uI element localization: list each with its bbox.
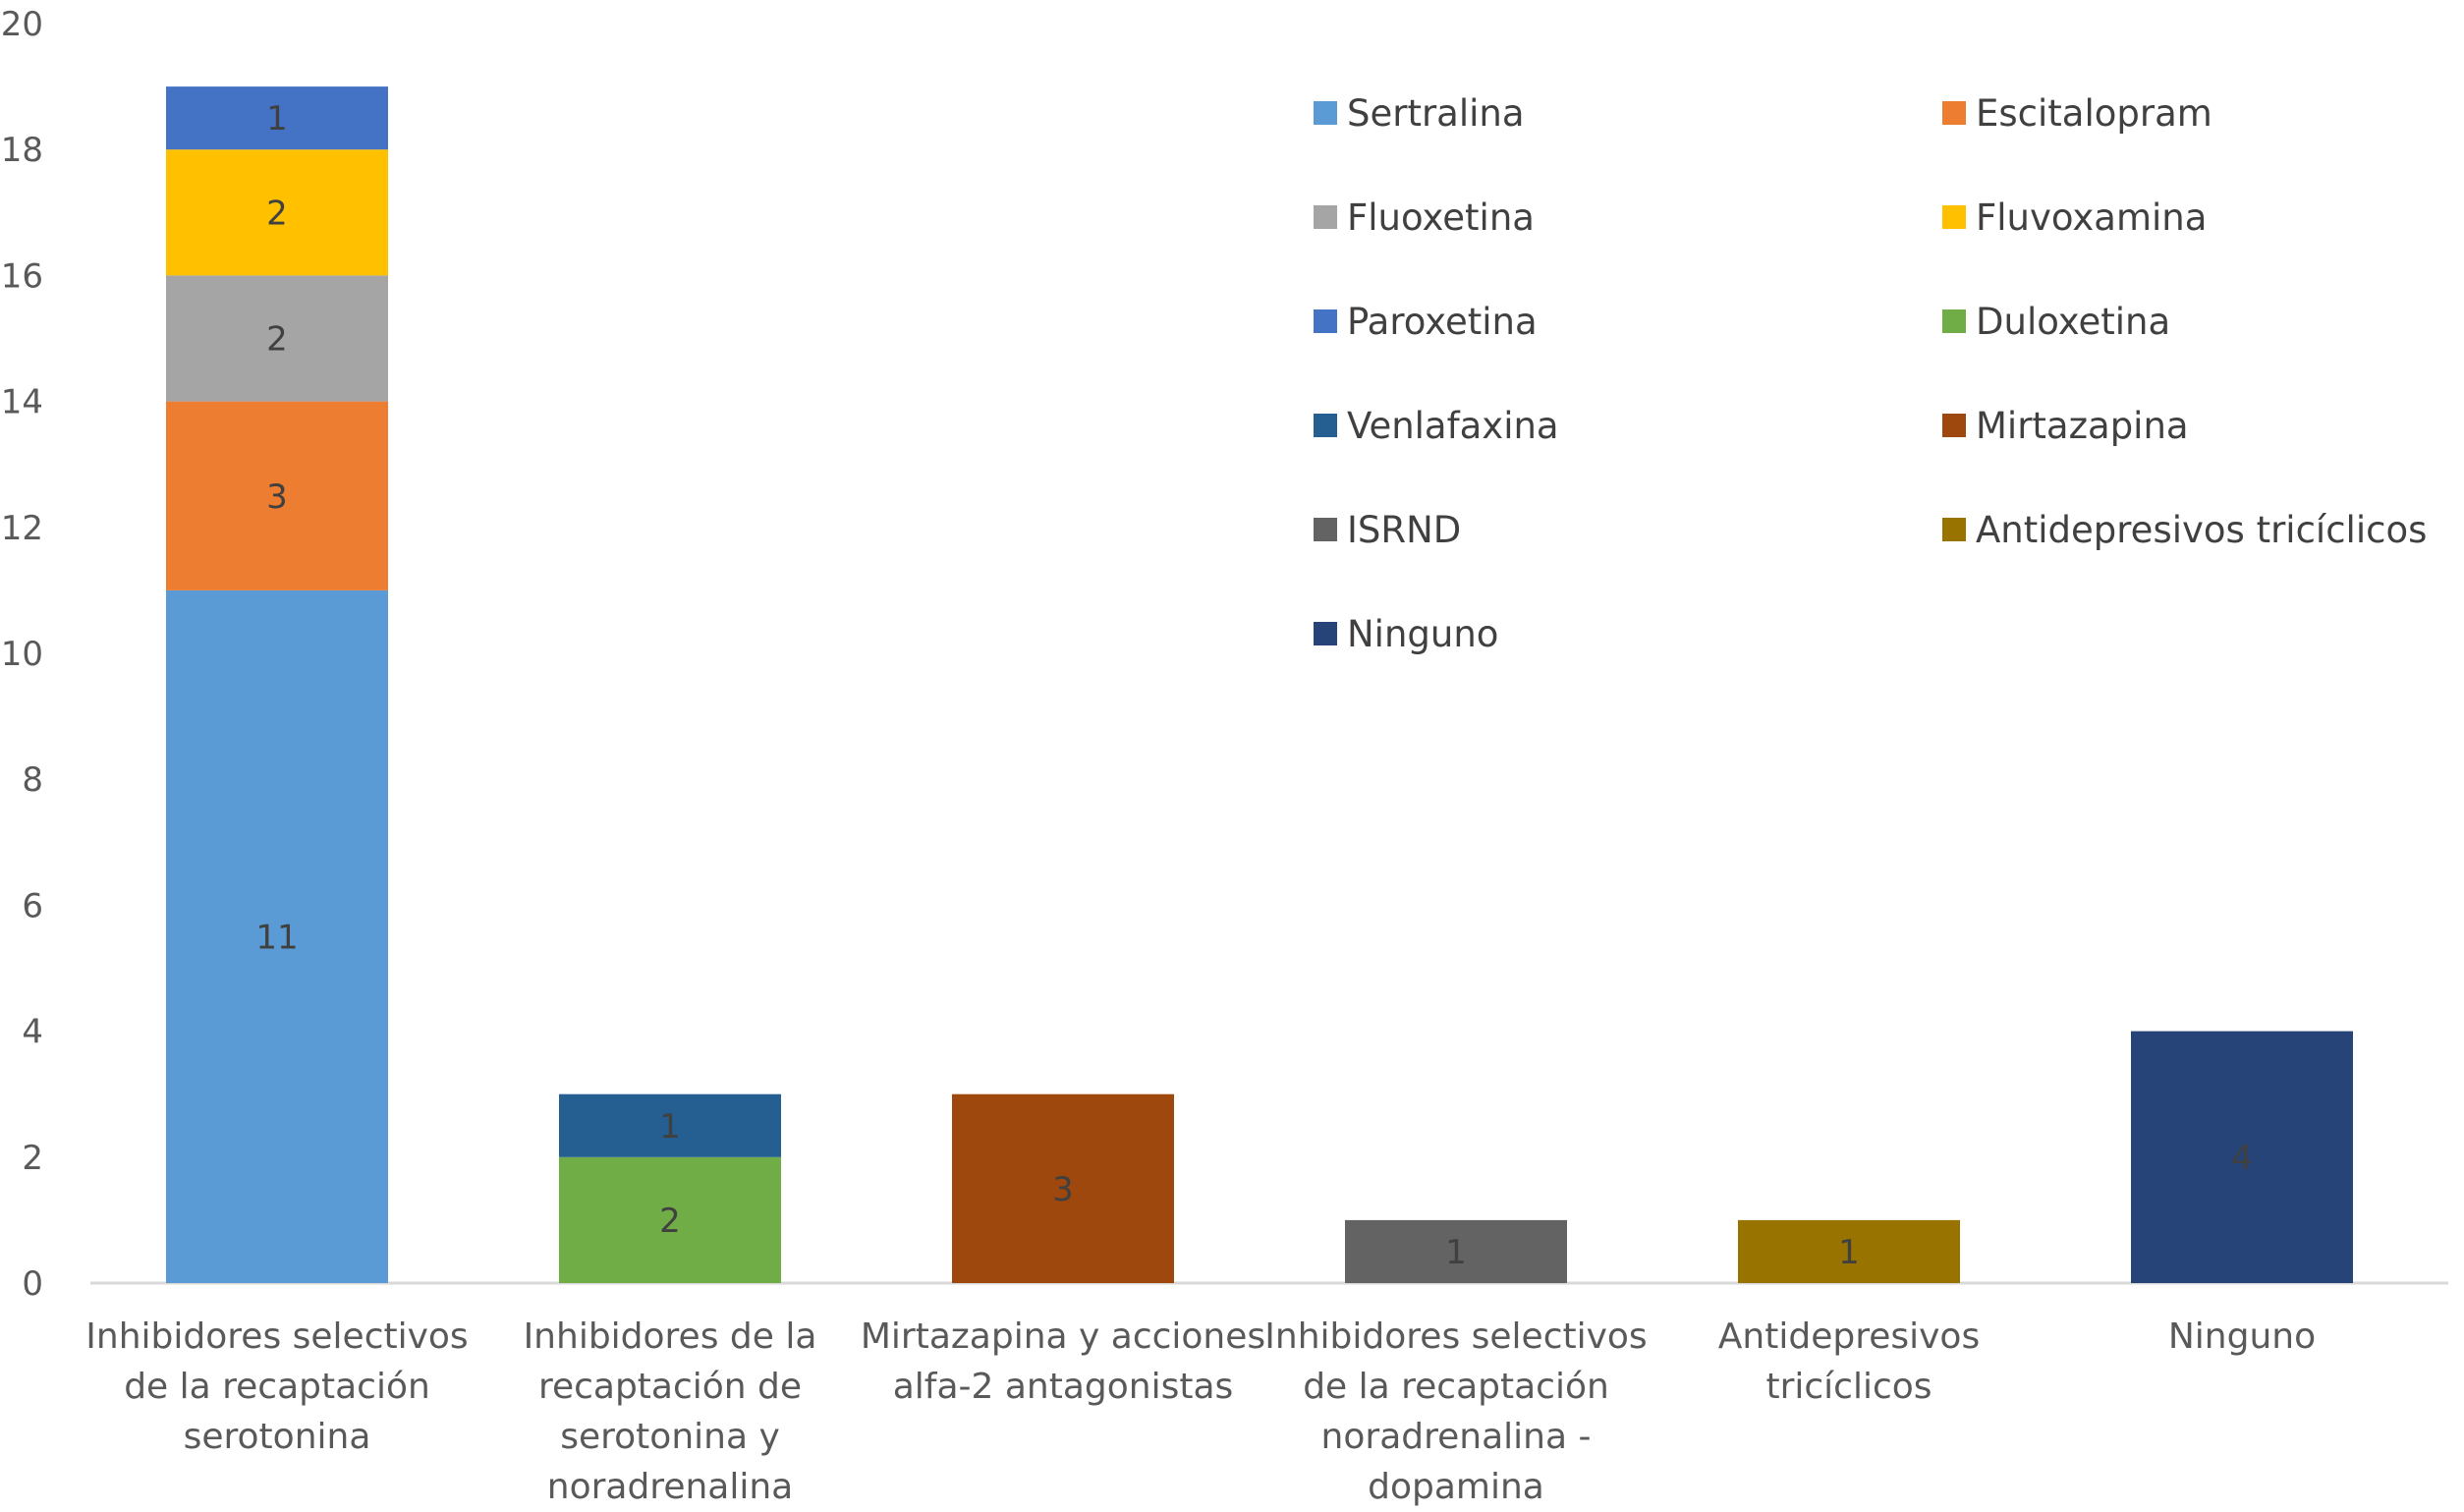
legend-item-ninguno: Ninguno: [1314, 613, 1498, 655]
legend-swatch: [1942, 309, 1966, 333]
x-axis-categories: Inhibidores selectivos de la recaptación s…: [85, 1316, 2316, 1507]
legend-label: ISRND: [1347, 509, 1461, 551]
y-tick-label: 4: [22, 1013, 43, 1052]
legend-item-escitalopram: Escitalopram: [1942, 92, 2212, 135]
legend-item-fluvoxamina: Fluvoxamina: [1942, 196, 2207, 239]
legend-swatch: [1314, 414, 1337, 437]
y-tick-label: 8: [22, 760, 43, 800]
data-label-escitalopram: 3: [266, 477, 288, 517]
legend-label: Antidepresivos tricíclicos: [1976, 509, 2427, 551]
bar-segment-mirtazapina: [952, 1093, 1174, 1283]
legend-label: Ninguno: [1347, 613, 1498, 655]
bar-segment-escitalopram: [166, 401, 388, 590]
legend-swatch: [1314, 309, 1337, 333]
bar-segment-sertralina: [166, 589, 388, 1283]
y-tick-label: 10: [1, 635, 43, 674]
data-label-duloxetina: 2: [659, 1202, 681, 1241]
legend-label: Mirtazapina: [1976, 405, 2189, 447]
legend-label: Sertralina: [1347, 92, 1525, 135]
legend-item-venlafaxina: Venlafaxina: [1314, 405, 1559, 447]
y-tick-label: 18: [1, 131, 43, 170]
data-label-ninguno: 4: [2231, 1139, 2253, 1178]
legend-swatch: [1942, 518, 1966, 541]
legend-item-mirtazapina: Mirtazapina: [1942, 405, 2189, 447]
y-tick-label: 20: [1, 5, 43, 44]
legend-swatch: [1942, 101, 1966, 125]
legend: Sertralina Escitalopram Fluoxetina Fluvoxam…: [1314, 92, 2427, 655]
legend-swatch: [1314, 205, 1337, 229]
legend-item-antidepresivos-triciclicos: Antidepresivos tricíclicos: [1942, 509, 2427, 551]
bar-segment-fluoxetina: [166, 275, 388, 402]
legend-label: Duloxetina: [1976, 301, 2170, 343]
y-axis: 0 2 4 6 8 10 12 14 16 18 20: [1, 5, 43, 1304]
y-tick-label: 16: [1, 256, 43, 296]
x-category-label: Mirtazapina y acciones alfa-2 antagonista…: [861, 1316, 1265, 1407]
bar-segment-venlafaxina: [559, 1093, 781, 1157]
legend-item-paroxetina: Paroxetina: [1314, 301, 1538, 343]
bar-segment-antidepresivos-triciclicos: [1738, 1219, 1960, 1283]
data-label-paroxetina: 1: [266, 99, 288, 139]
legend-swatch: [1314, 622, 1337, 645]
legend-label: Venlafaxina: [1347, 405, 1559, 447]
x-category-label: Inhibidores selectivos de la recaptación n…: [1264, 1316, 1647, 1507]
data-label-mirtazapina: 3: [1052, 1170, 1074, 1209]
x-category-label: Antidepresivos tricíclicos: [1718, 1316, 1980, 1407]
legend-item-duloxetina: Duloxetina: [1942, 301, 2170, 343]
legend-swatch: [1942, 414, 1966, 437]
legend-label: Paroxetina: [1347, 301, 1538, 343]
legend-label: Fluvoxamina: [1976, 196, 2207, 239]
legend-item-sertralina: Sertralina: [1314, 92, 1525, 135]
x-category-label: Ninguno: [2168, 1316, 2316, 1357]
bar-segment-fluvoxamina: [166, 149, 388, 276]
data-label-fluoxetina: 2: [266, 320, 288, 360]
x-category-label: Inhibidores selectivos de la recaptación s…: [85, 1316, 468, 1457]
legend-label: Fluoxetina: [1347, 196, 1535, 239]
legend-swatch: [1942, 205, 1966, 229]
bar-segment-paroxetina: [166, 86, 388, 150]
data-label-fluvoxamina: 2: [266, 194, 288, 233]
y-tick-label: 0: [22, 1264, 43, 1304]
legend-swatch: [1314, 518, 1337, 541]
legend-item-isrnd: ISRND: [1314, 509, 1461, 551]
bar-segment-isrnd: [1345, 1219, 1567, 1283]
x-category-label: Inhibidores de la recaptación de serotonin…: [524, 1316, 817, 1507]
y-tick-label: 14: [1, 383, 43, 422]
bars: [166, 86, 2353, 1283]
data-label-isrnd: 1: [1445, 1233, 1467, 1272]
legend-label: Escitalopram: [1976, 92, 2212, 135]
bar-segment-ninguno: [2131, 1031, 2353, 1283]
bar-segment-duloxetina: [559, 1156, 781, 1283]
data-label-sertralina: 11: [255, 918, 298, 957]
y-tick-label: 6: [22, 886, 43, 925]
data-label-venlafaxina: 1: [659, 1107, 681, 1147]
y-tick-label: 2: [22, 1139, 43, 1178]
legend-item-fluoxetina: Fluoxetina: [1314, 196, 1535, 239]
legend-swatch: [1314, 101, 1337, 125]
y-tick-label: 12: [1, 509, 43, 548]
data-label-antidepresivos-triciclicos: 1: [1838, 1233, 1860, 1272]
